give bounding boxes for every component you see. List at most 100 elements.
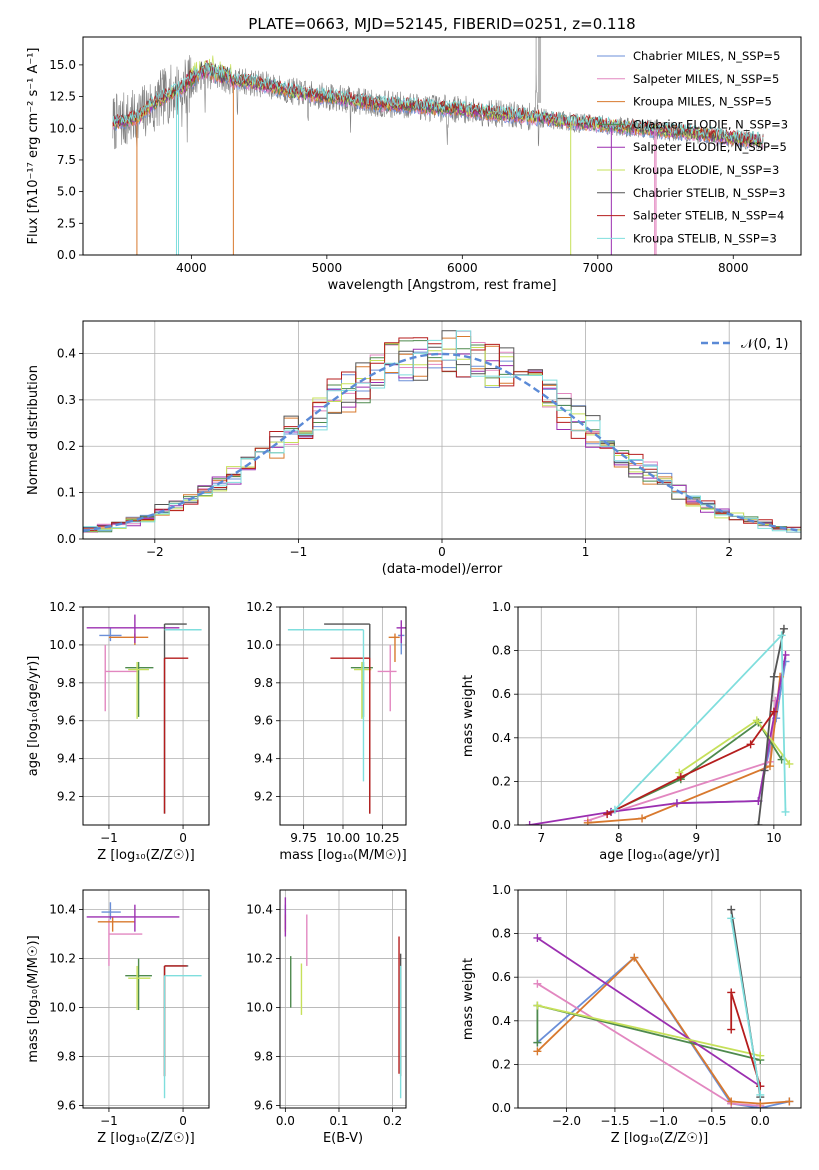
y-tick-label: 5.0 [57,185,76,199]
error-bar-point [104,644,139,712]
y-tick-label: 10.4 [49,903,76,917]
legend: 𝒩(0, 1) [701,337,788,352]
axes-frame [82,320,802,540]
legend-entry: Chabrier MILES, N_SSP=5 [633,49,780,63]
mass-weight-marker [533,1038,542,1047]
y-tick-label: 0.2 [492,774,511,788]
x-tick-label: 0 [179,1114,187,1128]
panel-age_vs_mass: 9.75 10.00 10.25 9.2 9.4 9.6 9.8 10.0 10.2 mass [… [246,600,406,863]
y-tick-label: 0.0 [57,248,76,262]
x-tick-label: 0.0 [276,1114,295,1128]
mass-weight-marker [746,740,755,749]
y-tick-label: 1.0 [492,600,511,614]
residual-histogram [83,330,801,539]
y-tick-label: 0.8 [492,927,511,941]
x-tick-label: 7000 [583,261,614,275]
error-bar-point [86,614,180,644]
mass-weight-marker [638,814,647,823]
x-tick-label: 10 [766,831,781,845]
mass_vs_Z-plot-area [83,890,209,1108]
y-tick-label: 9.6 [254,1099,273,1113]
mass-weight-marker [533,933,542,942]
y-tick-label: 9.2 [254,790,273,804]
error-bar-point [108,919,143,966]
y-tick-label: 10.2 [49,952,76,966]
residuals-plot-area [83,321,801,539]
x-tick-label: −1.0 [649,1114,678,1128]
y-tick-label: 0.1 [57,486,76,500]
mass-weight-marker [672,799,681,808]
mass-weight-marker [630,953,639,962]
mass-weight-marker [752,716,761,725]
y-tick-label: 0.4 [492,731,511,745]
x-axis-label: Z [log₁₀(Z/Z☉)] [97,1131,194,1146]
mass-weight-marker [760,766,769,775]
weight_vs_Z-plot-area [518,890,801,1108]
axes-frame [517,606,802,826]
x-tick-label: 5000 [312,261,343,275]
x-tick-label: 1 [582,545,590,559]
y-tick-label: 2.5 [57,216,76,230]
x-tick-label: −2.0 [552,1114,581,1128]
y-tick-label: 10.0 [49,121,76,135]
mass-weight-marker [769,672,778,681]
y-tick-label: 10.0 [246,638,273,652]
mass-weight-line [587,676,781,824]
mass-weight-marker [525,821,534,825]
y-axis-label: Flux [fλ10⁻¹⁷ erg cm⁻² s⁻¹ A⁻¹] [26,48,41,245]
error-bar-point [163,975,202,1099]
y-tick-label: 9.6 [57,1099,76,1113]
y-axis-label: mass [log₁₀(M/M☉)] [26,935,41,1062]
axes-frame [82,606,210,826]
normal-curve [83,352,801,533]
x-tick-label: −1 [290,545,308,559]
x-tick-label: 0.1 [329,1114,348,1128]
axes-frame [82,36,802,256]
y-tick-label: 9.8 [254,676,273,690]
y-tick-label: 0.6 [492,970,511,984]
mass-weight-line [606,711,775,815]
y-axis-label: age [log₁₀(age/yr)] [26,656,41,777]
x-axis-label: wavelength [Angstrom, rest frame] [328,278,557,293]
x-tick-label: 8000 [718,261,749,275]
x-tick-label: 0 [438,545,446,559]
y-tick-label: 9.6 [57,714,76,728]
panel-age_vs_Z: −1 0 9.2 9.4 9.6 9.8 10.0 10.2 Z [log₁₀(Z/Z☉)] ag… [26,600,210,863]
x-tick-label: 4000 [176,261,207,275]
x-axis-label: mass [log₁₀(M/M☉)] [279,848,406,863]
y-tick-label: 10.2 [246,600,273,614]
panel-residuals: −2 −1 0 1 2 0.0 0.1 0.2 0.3 0.4 (data-model)/error… [26,320,802,577]
y-tick-label: 10.0 [49,1001,76,1015]
panel-weight_vs_age: 7 8 9 10 0.0 0.2 0.4 0.6 0.8 1.0 age [log₁₀(age/yr… [461,600,802,863]
y-tick-label: 1.0 [492,883,511,897]
x-tick-label: −0.5 [697,1114,726,1128]
legend-entry: Kroupa MILES, N_SSP=5 [633,95,772,109]
y-tick-label: 10.0 [246,1001,273,1015]
mass-weight-marker [727,1097,736,1106]
y-tick-label: 7.5 [57,153,76,167]
mass-weight-marker [676,773,685,782]
mass-weight-line [536,937,761,1087]
age_vs_mass-plot-area [280,607,406,825]
panel-spectrum: 4000 5000 6000 7000 8000 0.0 2.5 5.0 7.5 10.0 12.5… [26,15,802,293]
y-tick-label: 15.0 [49,58,76,72]
error-bar-point [354,661,372,719]
axes-frame [279,889,407,1109]
x-tick-label: 0 [179,831,187,845]
error-bar-point [377,644,397,712]
error-bar-point [99,627,122,642]
y-tick-label: 0.4 [492,1014,511,1028]
axes-frame [82,889,210,1109]
y-axis-label: Normed distribution [26,365,41,495]
y-tick-label: 0.3 [57,393,76,407]
x-axis-label: age [log₁₀(age/yr)] [599,848,720,863]
mass-weight-line [757,628,785,825]
y-tick-label: 0.0 [492,1101,511,1115]
y-tick-label: 0.0 [57,532,76,546]
mass-weight-line [536,982,761,1107]
y-tick-label: 9.8 [57,1050,76,1064]
x-tick-label: 9 [693,831,701,845]
mass-weight-marker [533,1001,542,1010]
mass-weight-marker [777,631,786,640]
mass-weight-marker [533,1047,542,1056]
